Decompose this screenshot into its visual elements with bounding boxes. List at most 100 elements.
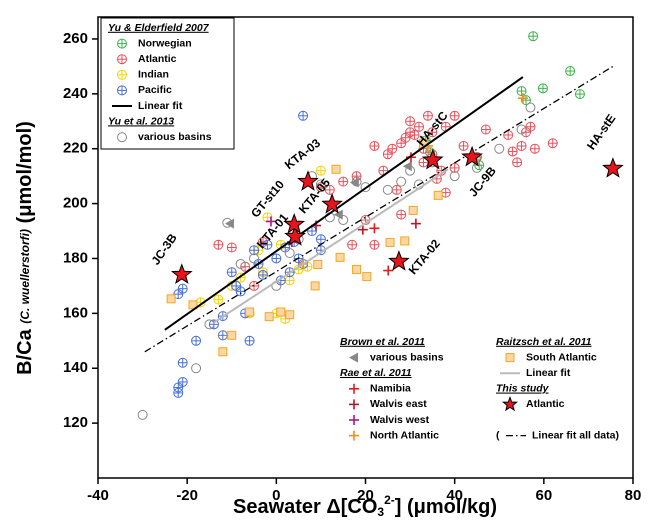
y-tick-label: 180 [63, 249, 88, 266]
point [315, 165, 326, 176]
x-tick-label: -40 [87, 487, 109, 504]
point [265, 216, 276, 227]
marker-circle [204, 319, 215, 330]
marker-star [388, 250, 410, 271]
legend-label: Linear fit [526, 367, 571, 379]
marker-square [218, 347, 228, 357]
point [516, 140, 527, 151]
marker-circle [382, 184, 393, 195]
point [297, 170, 319, 191]
point [396, 209, 407, 220]
legend-label: Walvis west [370, 414, 430, 426]
point [285, 310, 295, 320]
marker-star [297, 170, 319, 191]
point [321, 192, 343, 214]
marker-square [227, 330, 237, 340]
point [224, 218, 234, 229]
marker-triangle [402, 161, 412, 172]
point [421, 148, 444, 170]
marker-square [408, 205, 418, 215]
marker-circle [315, 179, 326, 190]
marker-square [505, 353, 515, 363]
marker-circle [360, 182, 371, 193]
legend-label: Namibia [370, 383, 411, 395]
legend-label: various basins [138, 131, 212, 143]
point [298, 110, 309, 121]
legend-symbol [117, 54, 127, 65]
point [177, 283, 188, 294]
legend-label: North Atlantic [370, 429, 439, 441]
point [565, 66, 576, 77]
point [284, 247, 295, 258]
point [405, 116, 416, 127]
legend-title: Raitzsch et al. 2011 [496, 336, 592, 348]
legend-label: Atlantic [138, 53, 177, 65]
point [400, 236, 410, 246]
marker-circle [338, 215, 349, 226]
x-label-sup: 2- [384, 493, 395, 507]
legend-symbol [349, 383, 359, 394]
y-label-unit: (μmol/mol) [14, 121, 36, 223]
marker-square [285, 310, 295, 320]
point [369, 239, 380, 250]
point [382, 149, 393, 160]
point [283, 212, 306, 234]
marker-square [166, 294, 176, 304]
x-axis-label: Seawater Δ[CO32-] (μmol/kg) [233, 493, 497, 519]
point [528, 31, 539, 42]
x-tick-label: 20 [357, 487, 374, 504]
legend-label: Walvis east [370, 398, 427, 410]
x-tick-label: 80 [625, 487, 642, 504]
point [422, 110, 433, 121]
legend-label: Indian [138, 69, 169, 81]
point [213, 294, 224, 305]
point [547, 138, 558, 149]
marker-star [421, 148, 444, 170]
point [257, 269, 268, 280]
legend-label: Atlantic [526, 398, 565, 410]
point [249, 245, 260, 256]
point [396, 176, 407, 187]
point [525, 121, 536, 132]
point [408, 205, 418, 215]
marker-triangle [224, 218, 234, 229]
point [310, 281, 320, 291]
marker-circle [494, 143, 505, 154]
legend-box [100, 17, 235, 150]
legend-label: Pacific [138, 84, 172, 96]
legend-symbol [117, 85, 127, 96]
point [313, 260, 323, 270]
marker-triangle [349, 177, 359, 188]
point [173, 382, 184, 393]
marker-triangle [349, 352, 358, 363]
point [516, 86, 527, 97]
point [396, 138, 407, 149]
point [352, 264, 362, 274]
point [349, 177, 359, 188]
point [388, 250, 410, 271]
fit-line [214, 168, 449, 323]
point [387, 143, 398, 154]
legend-symbol [117, 132, 127, 143]
point [357, 224, 368, 235]
point [331, 164, 341, 174]
x-label-part: ] (μmol/kg) [395, 496, 497, 518]
point [324, 184, 335, 195]
marker-triangle [333, 209, 343, 220]
point [231, 280, 242, 291]
point [235, 286, 246, 297]
point [427, 127, 438, 138]
point [218, 347, 228, 357]
x-tick-label: 40 [446, 487, 463, 504]
legend-paren: ) [615, 429, 619, 441]
point [347, 239, 358, 250]
y-tick-label: 240 [63, 85, 88, 102]
legend-title: Yu & Elderfield 2007 [108, 22, 210, 34]
point [264, 312, 274, 322]
point [537, 83, 548, 94]
y-tick-label: 260 [63, 30, 88, 47]
legend-label: various basins [370, 351, 444, 363]
point [204, 319, 215, 330]
legend-symbol [349, 399, 359, 410]
